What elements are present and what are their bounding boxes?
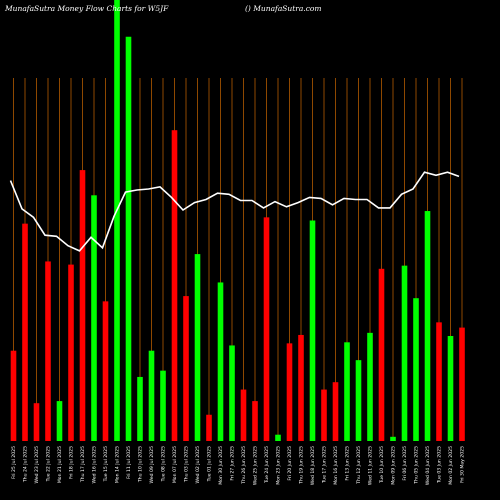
money-flow-bar-green bbox=[275, 434, 281, 441]
money-flow-bar-green bbox=[160, 370, 166, 441]
chart-header-site: () MunafaSutra.com bbox=[245, 4, 322, 13]
x-axis-label: Mon 21 Jul 2025 bbox=[57, 446, 63, 483]
money-flow-bar-green bbox=[137, 376, 143, 441]
money-flow-bar-red bbox=[68, 264, 74, 441]
x-axis-label: Mon 09 Jun 2025 bbox=[391, 446, 397, 485]
money-flow-bar-red bbox=[378, 268, 385, 441]
x-axis-label: Thu 12 Jun 2025 bbox=[356, 446, 362, 485]
x-axis-label: Thu 05 Jun 2025 bbox=[414, 446, 420, 485]
x-axis-label: Mon 14 Jul 2025 bbox=[115, 446, 121, 483]
money-flow-bar-red bbox=[33, 403, 40, 441]
x-axis-label: Thu 19 Jun 2025 bbox=[299, 446, 305, 485]
money-flow-bar-green bbox=[344, 342, 350, 441]
x-axis-label: Fri 25 Jul 2025 bbox=[11, 446, 17, 479]
x-axis-label: Wed 02 Jul 2025 bbox=[195, 446, 201, 484]
money-flow-bar-red bbox=[286, 343, 293, 441]
money-flow-bar-red bbox=[45, 261, 51, 441]
x-axis-label: Thu 24 Jul 2025 bbox=[23, 446, 29, 483]
x-axis-label: Tue 22 Jul 2025 bbox=[46, 446, 52, 482]
money-flow-bar-red bbox=[240, 389, 247, 441]
money-flow-bar-green bbox=[424, 211, 431, 441]
money-flow-bars bbox=[10, 0, 465, 441]
x-axis-label: Thu 26 Jun 2025 bbox=[241, 446, 247, 485]
money-flow-bar-red bbox=[436, 322, 442, 441]
money-flow-bar-green bbox=[447, 336, 454, 441]
x-axis-label: Fri 30 May 2025 bbox=[460, 446, 466, 483]
x-axis-label: Wed 16 Jul 2025 bbox=[92, 446, 98, 484]
money-flow-bar-red bbox=[102, 301, 109, 441]
x-axis-label: Wed 04 Jun 2025 bbox=[425, 446, 431, 485]
money-flow-bar-green bbox=[114, 0, 120, 441]
chart-header-title: MunafaSutra Money Flow Charts for W5JF bbox=[4, 4, 169, 13]
x-axis-label: Tue 08 Jul 2025 bbox=[161, 446, 167, 482]
money-flow-bar-red bbox=[206, 414, 212, 441]
x-axis-label: Fri 27 Jun 2025 bbox=[230, 446, 236, 481]
x-axis-label: Tue 03 Jun 2025 bbox=[437, 446, 443, 484]
money-flow-bar-green bbox=[56, 401, 63, 441]
money-flow-bar-red bbox=[321, 389, 327, 441]
money-flow-bar-red bbox=[183, 296, 189, 441]
money-flow-bar-green bbox=[91, 195, 97, 441]
x-axis-label: Fri 06 Jun 2025 bbox=[402, 446, 408, 481]
money-flow-bar-green bbox=[309, 220, 316, 441]
x-axis-label: Mon 16 Jun 2025 bbox=[333, 446, 339, 485]
x-axis-label: Wed 18 Jun 2025 bbox=[310, 446, 316, 485]
money-flow-bar-red bbox=[332, 382, 339, 441]
x-axis-label: Fri 20 Jun 2025 bbox=[287, 446, 293, 481]
x-axis-label: Thu 10 Jul 2025 bbox=[138, 446, 144, 483]
x-axis-label: Thu 03 Jul 2025 bbox=[184, 446, 190, 483]
x-axis-labels: Fri 25 Jul 2025 Thu 24 Jul 2025 Wed 23 Jul… bbox=[11, 446, 466, 485]
x-axis-label: Thu 17 Jul 2025 bbox=[80, 446, 86, 483]
x-axis-label: Mon 07 Jul 2025 bbox=[172, 446, 178, 483]
money-flow-bar-green bbox=[413, 298, 419, 441]
x-axis-label: Wed 25 Jun 2025 bbox=[253, 446, 259, 485]
money-flow-bar-green bbox=[148, 350, 155, 441]
x-axis-label: Fri 11 Jul 2025 bbox=[126, 446, 132, 479]
money-flow-bar-green bbox=[355, 360, 362, 441]
money-flow-line bbox=[9, 171, 460, 252]
money-flow-bar-red bbox=[263, 217, 270, 441]
x-axis-label: Mon 23 Jun 2025 bbox=[276, 446, 282, 485]
x-axis-label: Tue 24 Jun 2025 bbox=[264, 446, 270, 484]
x-axis-label: Wed 09 Jul 2025 bbox=[149, 446, 155, 484]
money-flow-bar-green bbox=[401, 265, 408, 441]
money-flow-bar-green bbox=[229, 345, 235, 441]
x-axis-label: Tue 17 Jun 2025 bbox=[322, 446, 328, 484]
x-axis-label: Mon 02 Jun 2025 bbox=[448, 446, 454, 485]
money-flow-bar-red bbox=[171, 130, 178, 441]
money-flow-bar-red bbox=[298, 334, 304, 441]
money-flow-bar-red bbox=[459, 327, 465, 441]
money-flow-bar-green bbox=[390, 436, 396, 441]
money-flow-bar-green bbox=[194, 254, 201, 441]
x-axis-label: Mon 30 Jun 2025 bbox=[218, 446, 224, 485]
x-axis-label: Tue 01 Jul 2025 bbox=[207, 446, 213, 482]
x-axis-label: Tue 10 Jun 2025 bbox=[379, 446, 385, 484]
money-flow-bar-green bbox=[217, 282, 224, 441]
x-axis-label: Wed 23 Jul 2025 bbox=[34, 446, 40, 484]
money-flow-bar-red bbox=[10, 350, 17, 441]
x-axis-label: Fri 13 Jun 2025 bbox=[345, 446, 351, 481]
x-axis-label: Fri 18 Jul 2025 bbox=[69, 446, 75, 479]
x-axis-label: Tue 15 Jul 2025 bbox=[103, 446, 109, 482]
x-axis-label: Wed 11 Jun 2025 bbox=[368, 446, 374, 485]
money-flow-bar-red bbox=[79, 170, 86, 441]
money-flow-bar-green bbox=[125, 36, 132, 441]
money-flow-bar-green bbox=[367, 332, 373, 441]
money-flow-bar-red bbox=[22, 223, 28, 441]
money-flow-bar-red bbox=[252, 401, 258, 441]
